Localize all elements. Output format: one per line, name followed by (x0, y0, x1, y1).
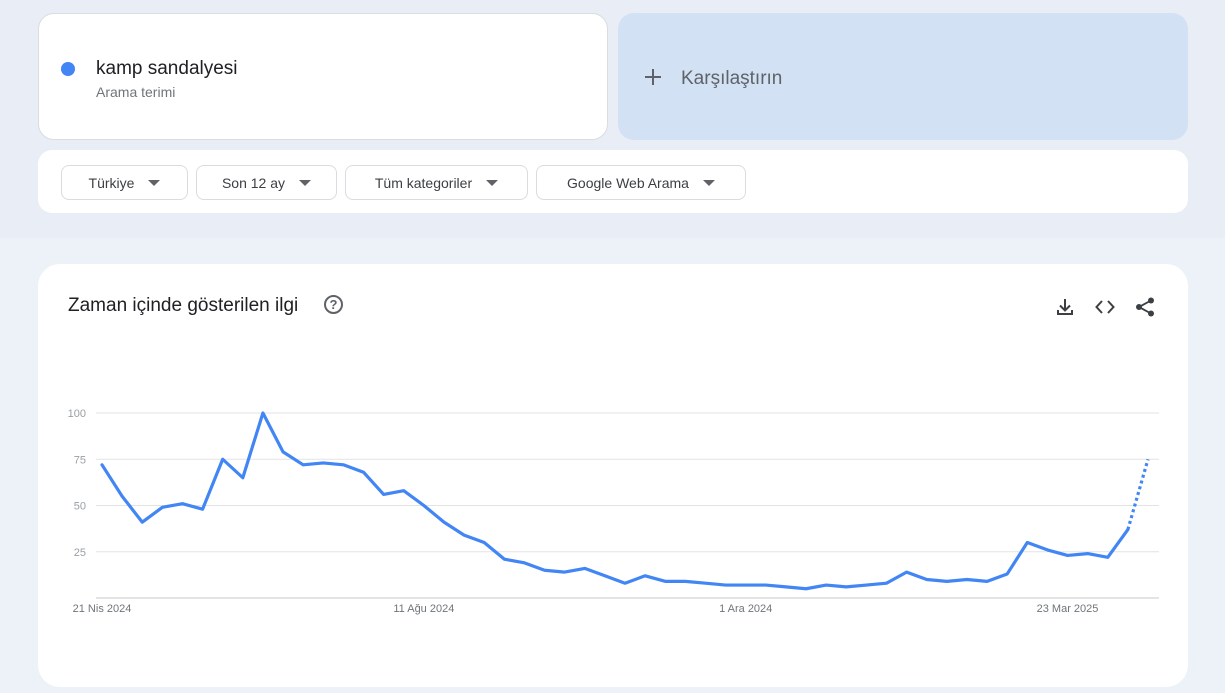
help-circle-icon[interactable]: ? (324, 295, 343, 314)
plus-icon (645, 69, 661, 85)
search-term-card[interactable]: kamp sandalyesi Arama terimi (38, 13, 608, 140)
dropdown-arrow-icon (299, 179, 312, 186)
dropdown-arrow-icon (148, 179, 161, 186)
region-filter[interactable]: Türkiye (61, 165, 188, 200)
trend-line-chart: 25 50 75 100 21 Nis 2024 11 Ağu 2024 1 Ara 202… (68, 408, 1159, 615)
region-filter-label: Türkiye (88, 174, 135, 191)
x-tick-label: 21 Nis 2024 (73, 603, 132, 615)
compare-label: Karşılaştırın (681, 68, 783, 89)
filter-bar: Türkiye Son 12 ay Tüm kategoriler Google… (38, 150, 1188, 213)
x-tick-label: 11 Ağu 2024 (393, 603, 454, 615)
time-range-filter-label: Son 12 ay (221, 174, 286, 191)
term-color-dot (61, 62, 75, 76)
search-type-filter-label: Google Web Arama (567, 174, 689, 191)
y-tick-label: 25 (74, 547, 86, 559)
compare-button[interactable]: Karşılaştırın (618, 13, 1188, 140)
category-filter[interactable]: Tüm kategoriler (345, 165, 528, 200)
y-tick-label: 50 (74, 501, 86, 513)
partial-data-line (1126, 458, 1150, 530)
search-type-filter[interactable]: Google Web Arama (536, 165, 746, 200)
dropdown-arrow-icon (486, 179, 499, 186)
download-icon[interactable] (1054, 296, 1076, 318)
y-tick-label: 75 (74, 454, 86, 466)
term-name[interactable]: kamp sandalyesi (96, 58, 238, 79)
embed-code-icon[interactable] (1094, 296, 1116, 318)
dropdown-arrow-icon (702, 179, 715, 186)
time-range-filter[interactable]: Son 12 ay (196, 165, 337, 200)
category-filter-label: Tüm kategoriler (374, 174, 473, 191)
x-tick-label: 1 Ara 2024 (719, 603, 772, 615)
trend-line (100, 411, 1130, 591)
x-tick-label: 23 Mar 2025 (1037, 603, 1099, 615)
interest-over-time-card: Zaman içinde gösterilen ilgi ? 25 50 75 100… (38, 264, 1188, 687)
chart-section-title: Zaman içinde gösterilen ilgi (68, 295, 299, 316)
term-type-label: Arama terimi (96, 84, 176, 100)
y-tick-label: 100 (68, 408, 86, 420)
share-icon[interactable] (1134, 296, 1156, 318)
